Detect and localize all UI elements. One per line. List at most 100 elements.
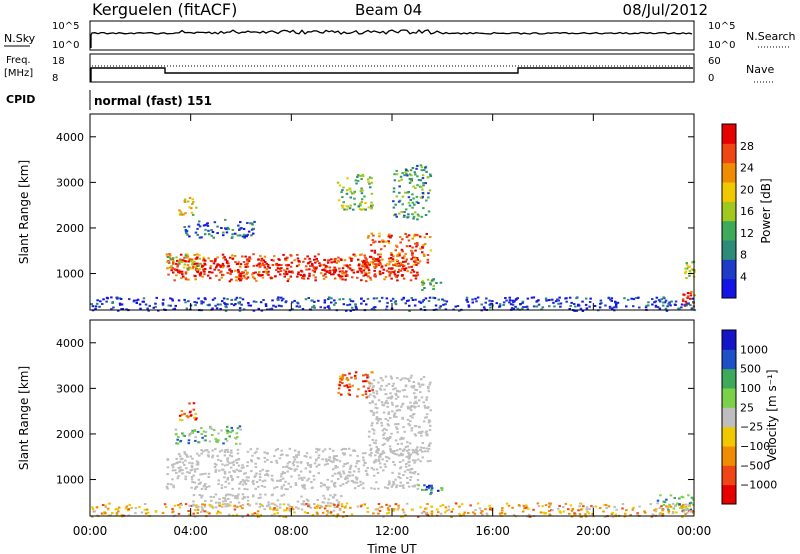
velocity-cell [303,485,306,488]
power-cell [362,208,365,211]
velocity-cell [179,455,182,458]
power-cell [423,305,426,308]
velocity-cell [266,505,269,507]
power-cell [505,299,508,302]
velocity-cell [372,391,375,394]
power-cell [366,297,370,300]
velocity-cell [419,506,422,509]
velocity-cell [394,439,398,442]
power-cell [557,302,560,305]
velocity-cell [525,504,528,507]
power-cell [410,258,413,261]
velocity-cell [356,505,360,508]
power-cell [280,305,283,308]
velocity-cell [419,432,423,434]
power-cell [416,273,420,276]
power-cell [390,234,393,237]
power-cell [261,276,265,279]
velocity-cell [177,436,180,438]
velocity-cell [181,469,184,472]
velocity-cell [377,458,381,461]
velocity-cell [210,427,214,430]
velocity-cell [193,515,197,518]
power-cell [178,209,181,212]
velocity-cell [352,470,356,473]
power-cell [429,283,432,286]
power-cell [511,303,515,306]
velocity-cell [204,472,207,475]
power-cell [224,258,227,261]
velocity-cell [257,497,261,499]
velocity-cell [385,460,389,463]
power-cell [348,187,351,190]
colorbar-tick-label: 25 [740,401,754,414]
velocity-cell [578,505,581,508]
velocity-cell [375,446,378,448]
power-cell [194,278,197,281]
velocity-cell [440,487,443,489]
power-cell [176,265,179,268]
power-cell [674,300,678,303]
power-cell [198,267,202,270]
power-cell [318,262,321,265]
velocity-cell [213,462,217,465]
velocity-cell [386,436,389,439]
velocity-cell [326,504,330,507]
power-cell [334,302,337,304]
noise-left-tick-bottom: 10^0 [52,40,79,51]
velocity-cell [393,463,396,466]
velocity-cell [305,452,309,455]
power-cell [411,256,415,259]
power-cell [276,267,280,270]
power-cell [364,208,367,211]
velocity-cell [223,476,226,479]
power-cell [371,239,374,242]
velocity-cell [564,502,568,505]
power-cell [178,262,181,265]
velocity-cell [410,405,413,407]
velocity-cell [237,464,241,467]
velocity-cell [430,484,433,487]
power-cell [184,228,188,231]
power-cell [369,261,373,264]
velocity-cell [140,511,144,514]
velocity-cell [624,513,627,516]
velocity-cell [423,420,426,423]
velocity-cell [290,506,294,509]
velocity-cell [426,407,429,409]
colorbar-tick-label: 4 [740,270,747,283]
velocity-cell [451,508,455,511]
velocity-cell [384,455,388,458]
velocity-cell [335,499,339,502]
velocity-cell [667,511,670,514]
power-cell [416,258,419,261]
power-cell [519,303,522,305]
power-cell [412,215,416,218]
power-cell [593,305,597,307]
velocity-cell [610,513,614,515]
power-cell [395,195,399,198]
power-cell [416,184,419,187]
velocity-cell [179,502,182,505]
power-cell [419,301,423,304]
power-cell [514,298,518,301]
velocity-cell [191,431,194,434]
power-cell [364,267,367,270]
velocity-cell [194,439,197,442]
power-cell [438,306,441,309]
power-cell [355,182,358,185]
power-cell [368,263,371,266]
velocity-cell [295,506,298,509]
velocity-cell [144,512,148,515]
power-cell [238,309,242,312]
power-cell [345,273,349,276]
velocity-cell [427,421,431,424]
velocity-cell [280,487,283,490]
velocity-cell [409,420,412,423]
power-cell [349,309,352,312]
velocity-cell [680,505,683,508]
power-cell [264,270,268,273]
power-cell [443,299,446,302]
velocity-cell [416,446,419,449]
velocity-cell [323,484,326,487]
